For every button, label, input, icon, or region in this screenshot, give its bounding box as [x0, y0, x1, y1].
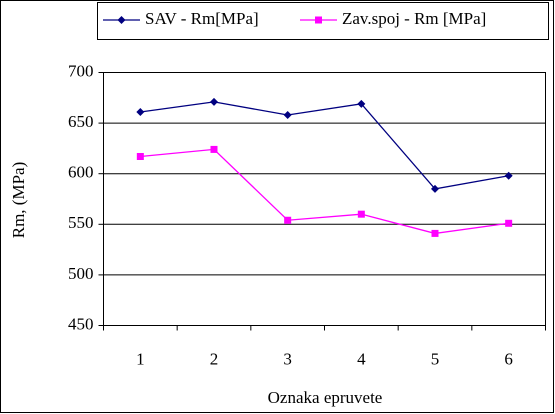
y-tick-label: 500: [68, 264, 94, 283]
legend-label: SAV - Rm[MPa]: [145, 9, 259, 28]
marker: [357, 210, 365, 218]
y-tick-label: 600: [68, 163, 94, 182]
y-tick-label: 700: [68, 61, 94, 80]
marker: [505, 219, 513, 227]
marker: [504, 171, 513, 180]
marker: [357, 99, 366, 108]
marker: [315, 16, 322, 24]
marker: [284, 216, 292, 224]
x-tick-label: 3: [283, 349, 292, 368]
marker: [431, 229, 439, 237]
marker: [117, 16, 126, 24]
marker: [136, 107, 145, 116]
marker: [431, 184, 439, 193]
y-tick-label: 550: [68, 213, 94, 232]
series-line: [140, 101, 509, 190]
marker: [136, 152, 144, 160]
marker: [210, 145, 218, 153]
x-tick-label: 4: [357, 349, 366, 368]
y-tick-label: 650: [68, 112, 94, 131]
marker: [210, 97, 218, 106]
legend-label: Zav.spoj - Rm [MPa]: [342, 9, 486, 28]
y-tick-label: 450: [68, 314, 94, 333]
y-axis-label: Rm, (MPa): [9, 162, 28, 239]
marker: [283, 111, 292, 120]
x-tick-label: 6: [504, 349, 513, 368]
legend-box: [97, 2, 549, 40]
x-tick-label: 5: [431, 349, 440, 368]
x-tick-label: 1: [136, 349, 145, 368]
series-line: [140, 148, 509, 235]
x-axis-label: Oznaka epruvete: [268, 388, 383, 407]
x-tick-label: 2: [210, 349, 219, 368]
